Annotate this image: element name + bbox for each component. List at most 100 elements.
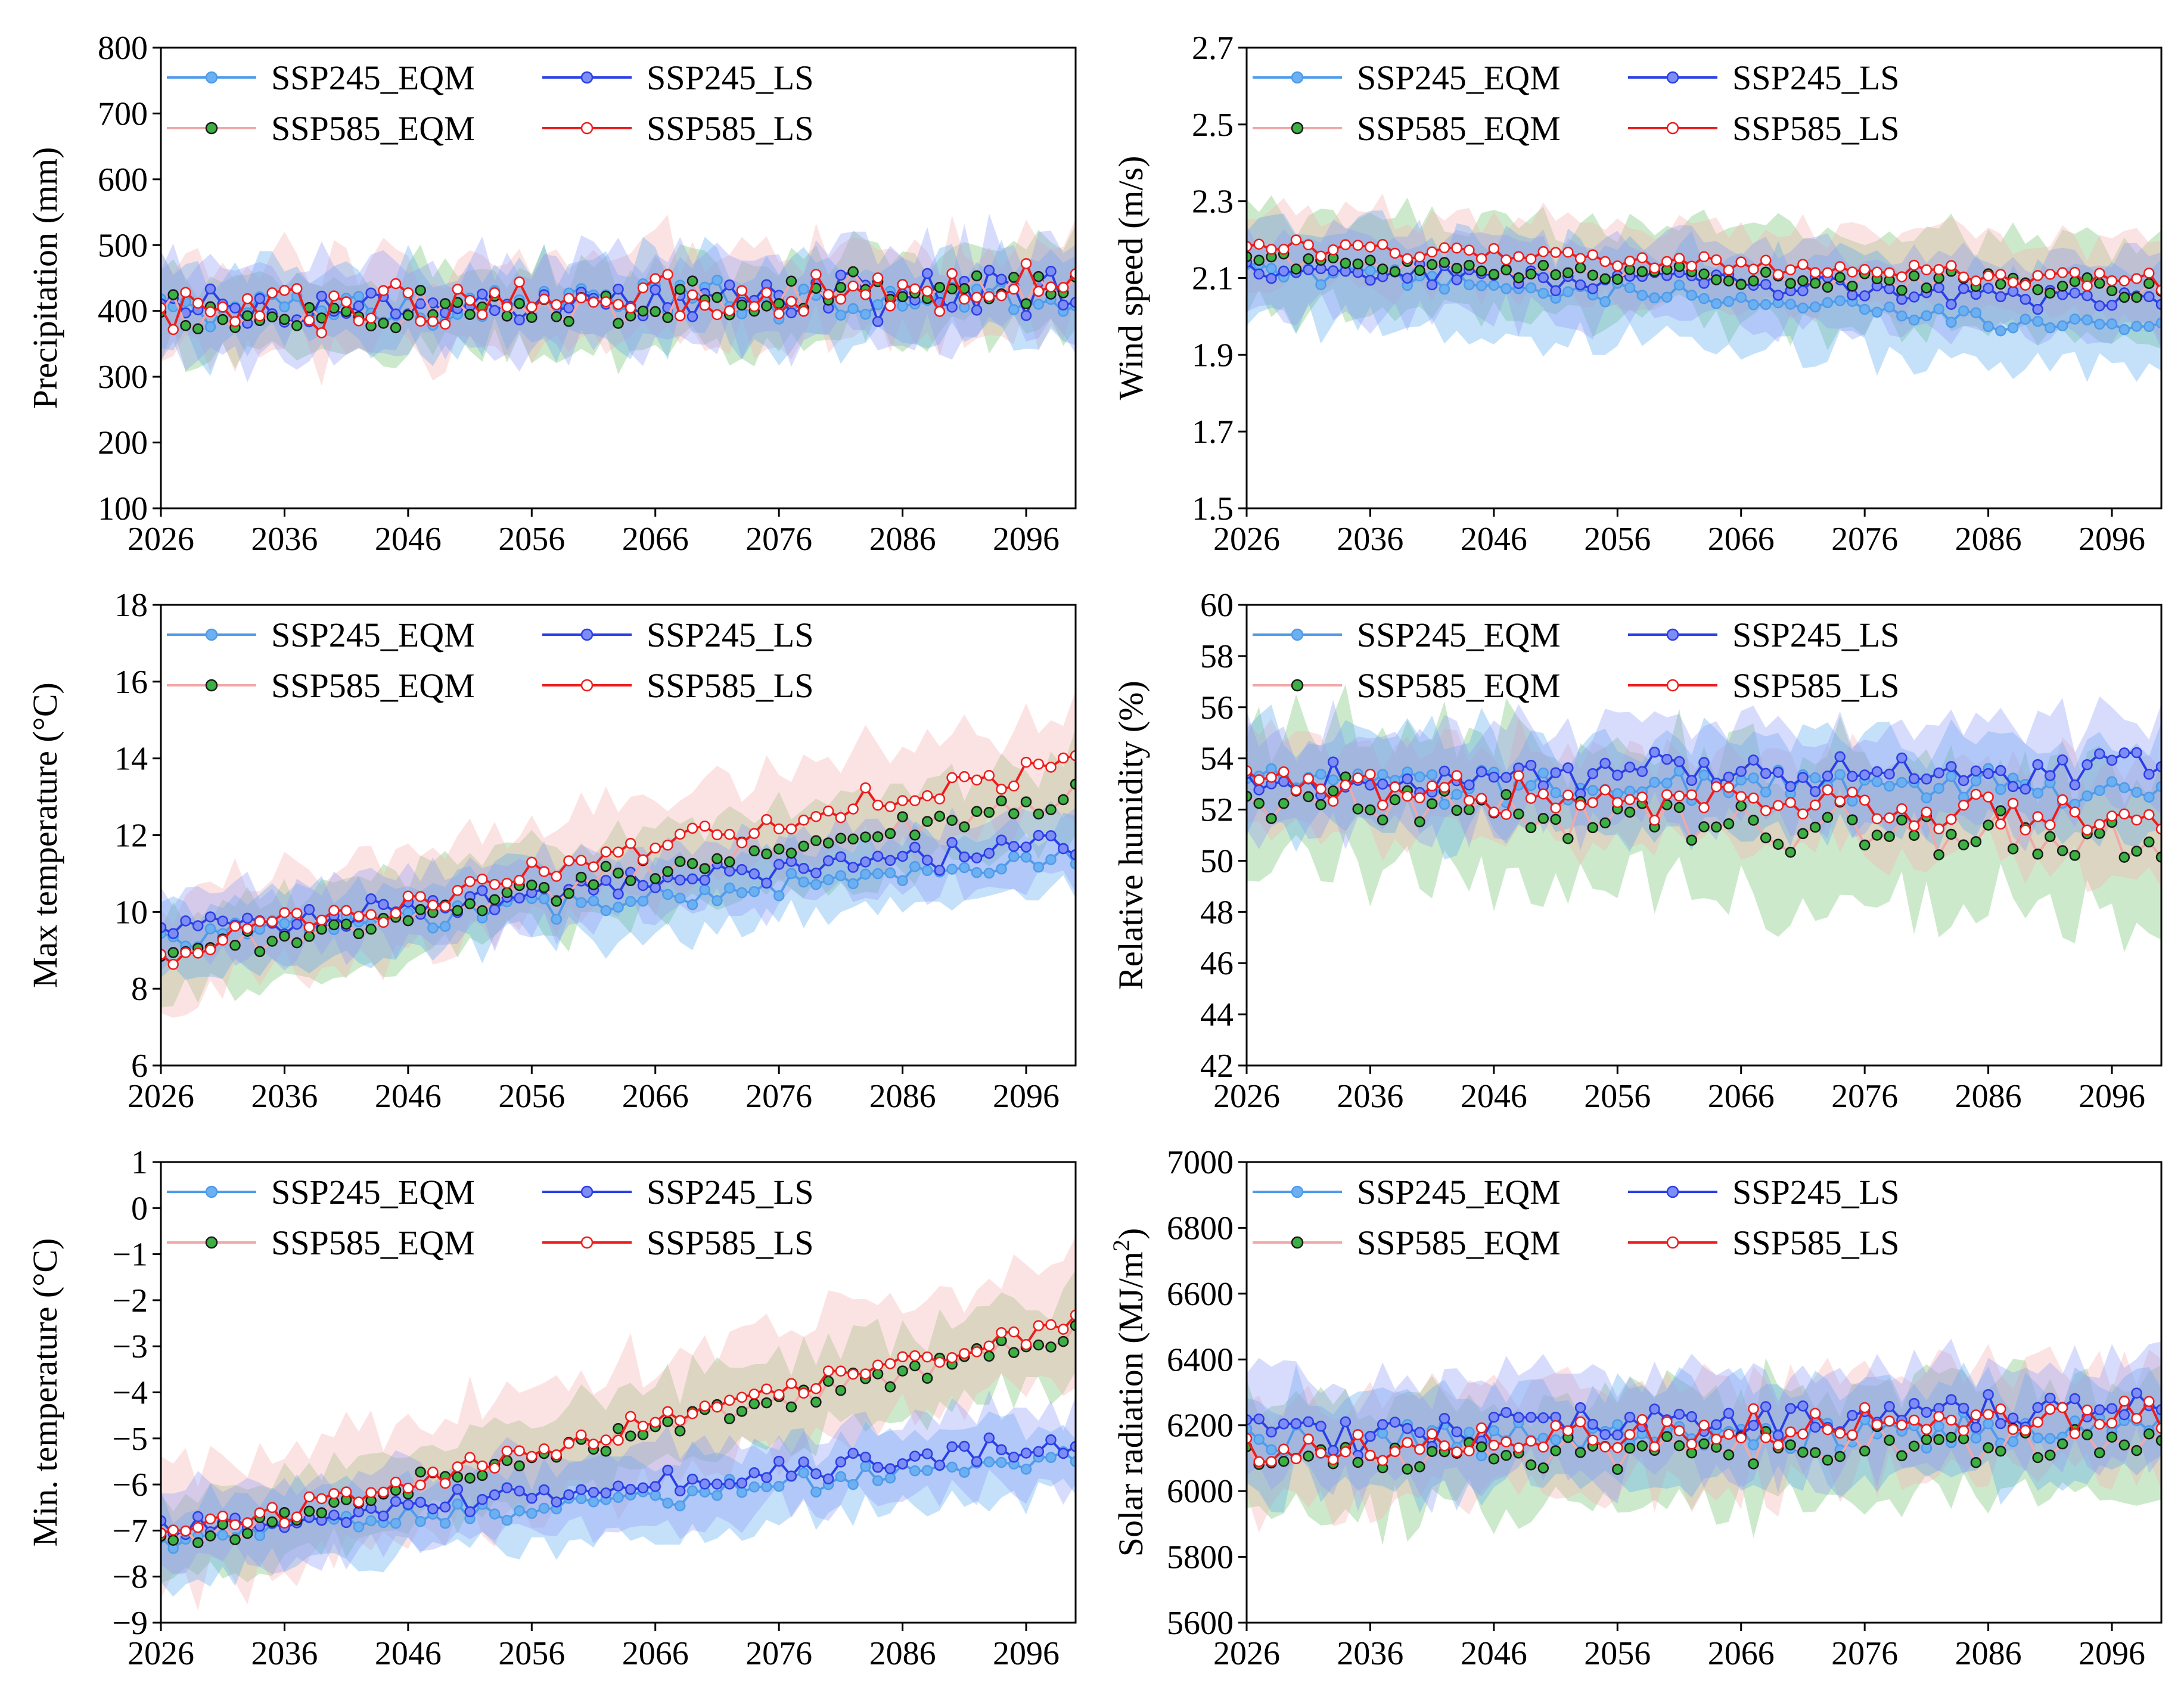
- data-point: [1995, 291, 2006, 303]
- data-point: [625, 1430, 636, 1442]
- data-point: [1859, 769, 1871, 781]
- data-point: [847, 862, 859, 873]
- data-point: [1686, 775, 1698, 786]
- legend-label: SSP585_LS: [647, 1223, 813, 1262]
- data-point: [1587, 249, 1599, 260]
- data-point: [2118, 1439, 2130, 1451]
- data-point: [1834, 769, 1846, 780]
- data-point: [2094, 268, 2105, 279]
- data-point: [1253, 784, 1265, 796]
- data-point: [674, 856, 686, 867]
- data-point: [2118, 275, 2130, 287]
- data-point: [1290, 263, 1302, 275]
- data-point: [723, 1478, 735, 1490]
- data-point: [192, 948, 204, 959]
- data-point: [1921, 1424, 1933, 1436]
- data-point: [1070, 1309, 1076, 1321]
- data-point: [860, 1461, 871, 1473]
- data-point: [686, 1408, 698, 1419]
- data-point: [1045, 1319, 1057, 1331]
- data-point: [1599, 757, 1611, 769]
- x-tick-label: 2026: [128, 1635, 194, 1672]
- x-tick-label: 2066: [1708, 521, 1775, 558]
- data-point: [1946, 299, 1957, 310]
- data-point: [1921, 792, 1933, 804]
- data-point: [1748, 793, 1759, 804]
- data-point: [1058, 1335, 1069, 1347]
- data-point: [650, 1481, 661, 1492]
- data-point: [1058, 299, 1069, 310]
- y-tick-label: 48: [1200, 894, 1234, 931]
- data-point: [254, 293, 266, 305]
- data-point: [1970, 1432, 1982, 1444]
- data-point: [1070, 297, 1076, 308]
- data-point: [1599, 256, 1611, 268]
- data-point: [1884, 267, 1895, 278]
- data-point: [847, 803, 859, 815]
- data-point: [538, 882, 550, 893]
- data-point: [909, 283, 921, 294]
- legend-label: SSP585_LS: [1732, 1223, 1899, 1262]
- y-tick-label: 1.7: [1192, 414, 1234, 451]
- data-point: [2131, 1445, 2142, 1456]
- data-point: [1562, 286, 1574, 297]
- data-point: [241, 310, 253, 322]
- data-point: [810, 867, 822, 879]
- legend-label: SSP585_EQM: [1357, 109, 1561, 148]
- data-point: [2118, 852, 2130, 863]
- data-point: [464, 876, 476, 887]
- plot-area: [1247, 684, 2161, 952]
- data-point: [1500, 772, 1512, 783]
- data-point: [1661, 256, 1673, 268]
- legend-marker: [580, 1236, 594, 1249]
- data-point: [1033, 299, 1045, 310]
- data-point: [1020, 756, 1032, 768]
- data-point: [365, 1515, 377, 1527]
- data-point: [996, 784, 1007, 795]
- data-point: [884, 855, 896, 866]
- data-point: [699, 1478, 710, 1490]
- x-tick-label: 2046: [1461, 521, 1527, 558]
- data-point: [835, 870, 847, 881]
- data-point: [613, 318, 624, 329]
- data-point: [1809, 772, 1821, 784]
- data-point: [2032, 849, 2043, 860]
- data-point: [1809, 1408, 1821, 1419]
- data-point: [650, 306, 661, 318]
- data-point: [1033, 830, 1045, 841]
- y-tick-label: −6: [112, 1467, 148, 1503]
- data-point: [576, 292, 587, 304]
- data-point: [2056, 1438, 2068, 1450]
- data-point: [390, 278, 402, 290]
- legend-item-ssp245-ls: SSP245_LS: [1628, 58, 1899, 97]
- data-point: [761, 1397, 772, 1409]
- data-point: [983, 265, 995, 276]
- data-point: [723, 305, 735, 316]
- data-point: [1760, 266, 1772, 278]
- data-point: [822, 1365, 834, 1377]
- data-point: [1599, 817, 1611, 829]
- x-tick-label: 2086: [869, 521, 936, 558]
- data-point: [2069, 850, 2081, 861]
- data-point: [415, 315, 426, 327]
- data-point: [613, 1492, 624, 1503]
- data-point: [340, 296, 352, 307]
- data-point: [1070, 1441, 1076, 1452]
- data-point: [217, 313, 228, 325]
- data-point: [1058, 794, 1069, 806]
- data-point: [2143, 268, 2155, 279]
- data-point: [2032, 270, 2043, 281]
- data-point: [1303, 791, 1314, 803]
- data-point: [650, 1490, 661, 1501]
- data-point: [1946, 813, 1957, 825]
- legend-label: SSP585_EQM: [271, 666, 475, 705]
- data-point: [959, 862, 970, 874]
- y-axis-label: Relative humidity (%): [1111, 681, 1150, 990]
- data-point: [959, 821, 970, 832]
- data-point: [785, 296, 797, 307]
- data-point: [921, 285, 933, 297]
- data-point: [1995, 1418, 2006, 1430]
- data-point: [761, 1481, 772, 1493]
- data-point: [2143, 278, 2155, 289]
- data-point: [1389, 1446, 1401, 1458]
